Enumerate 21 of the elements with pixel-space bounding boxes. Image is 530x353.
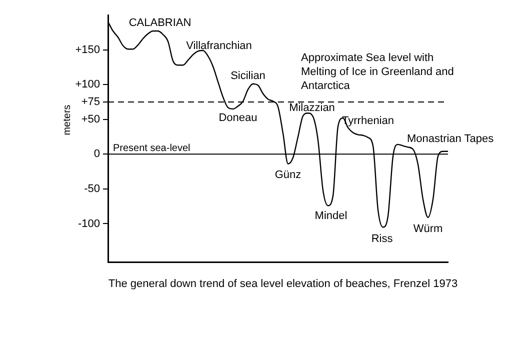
y-tick-label: +100 — [75, 78, 100, 91]
annotation: Milazzian — [289, 102, 335, 114]
y-tick-label: 0 — [94, 148, 100, 160]
ref-line-label: Present sea-level — [113, 142, 190, 154]
y-axis-title: meters — [62, 104, 73, 136]
annotation: Günz — [274, 169, 302, 182]
annotation: Monastrian Tapes — [407, 133, 494, 146]
annotation: Mindel — [314, 210, 348, 222]
annotation: Riss — [371, 233, 394, 246]
text: The general down trend of sea level elevation of beaches, Frenzel 1973 — [108, 278, 458, 290]
y-tick-label: +150 — [75, 44, 100, 56]
y-tick-label: +50 — [81, 113, 100, 126]
annotation: Sicilian — [230, 70, 266, 82]
y-tick-label: +75 — [81, 96, 100, 108]
annotation: Villafranchian — [186, 40, 252, 52]
annotation: Approximate Sea level with Melting of Ice in Greenland and Antarctica — [301, 52, 454, 92]
y-tick-label: -100 — [78, 218, 100, 230]
annotation: Würm — [413, 223, 443, 236]
annotation: Doneau — [218, 112, 258, 124]
y-tick-label: -50 — [84, 182, 100, 195]
annotation: CALABRIAN — [128, 17, 192, 30]
